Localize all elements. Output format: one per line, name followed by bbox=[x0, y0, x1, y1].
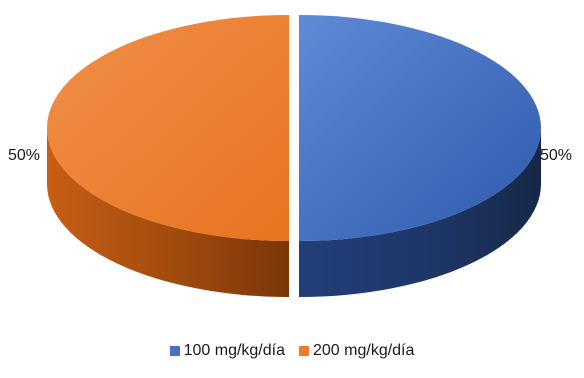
legend-label-100-mg: 100 mg/kg/día bbox=[183, 342, 285, 359]
legend-swatch-blue bbox=[169, 346, 180, 356]
data-label-200-mg: 50% bbox=[8, 147, 41, 164]
slice-side-200-mg bbox=[47, 128, 289, 297]
legend: 100 mg/kg/día 200 mg/kg/día bbox=[0, 340, 584, 362]
legend-item-100-mg: 100 mg/kg/día bbox=[169, 342, 285, 360]
legend-item-200-mg: 200 mg/kg/día bbox=[299, 342, 414, 360]
data-label-100-mg: 50% bbox=[540, 147, 573, 164]
legend-swatch-orange bbox=[299, 346, 309, 356]
legend-label-200-mg: 200 mg/kg/día bbox=[313, 342, 415, 359]
slice-200-mg bbox=[47, 15, 289, 241]
pie-chart bbox=[47, 15, 541, 297]
slice-100-mg bbox=[299, 15, 541, 241]
slice-side-100-mg bbox=[299, 128, 541, 297]
